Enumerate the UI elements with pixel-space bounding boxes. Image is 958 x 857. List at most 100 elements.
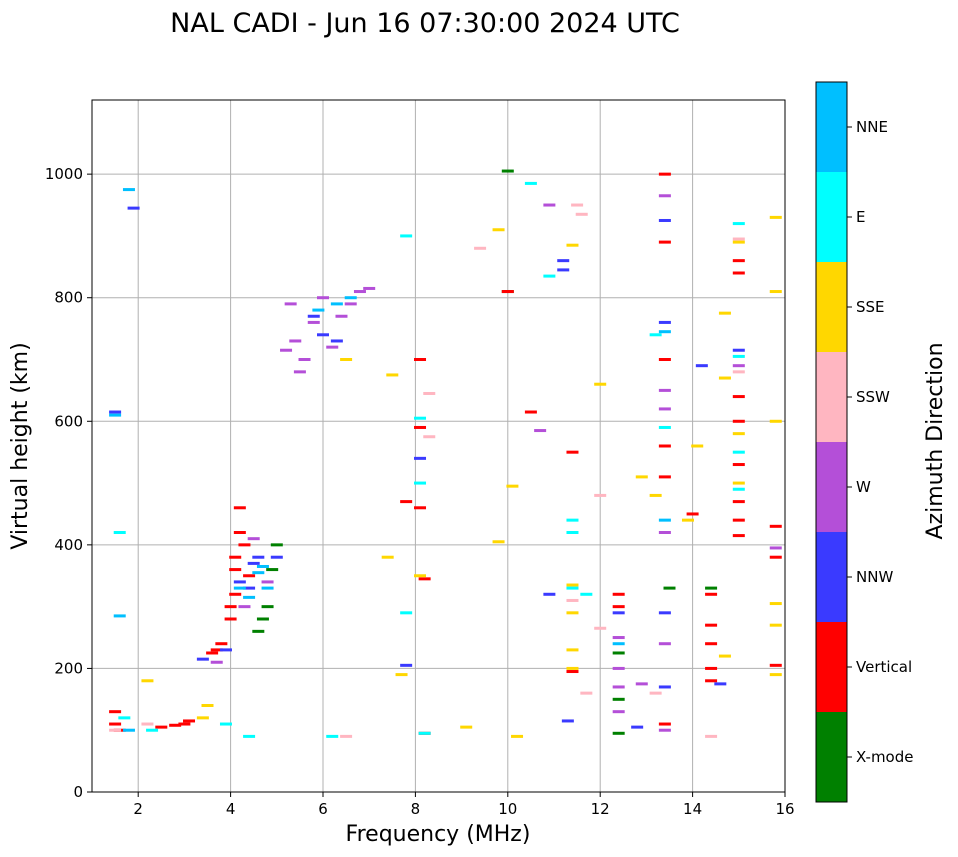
colorbar-segment <box>816 172 847 262</box>
data-points <box>109 169 782 738</box>
data-point-sse <box>340 358 353 361</box>
data-point-ssw <box>141 722 154 726</box>
data-point-x-mode <box>270 543 283 547</box>
data-point-vertical <box>658 722 671 726</box>
data-point-w <box>612 636 625 640</box>
data-point-nne <box>312 308 325 312</box>
data-point-vertical <box>233 506 246 510</box>
data-point-vertical <box>705 642 718 646</box>
data-point-e <box>566 586 579 590</box>
data-point-vertical <box>418 577 431 581</box>
data-point-e <box>326 734 339 738</box>
data-point-x-mode <box>612 697 625 701</box>
colorbar-frame <box>815 81 848 803</box>
data-point-vertical <box>769 524 782 528</box>
data-point-vertical <box>109 722 122 726</box>
data-point-vertical <box>400 500 413 504</box>
data-point-w <box>335 314 348 318</box>
data-point-vertical <box>705 623 718 627</box>
data-point-w <box>247 537 260 541</box>
data-point-nnw <box>307 314 320 318</box>
y-tick-label: 800 <box>54 289 83 307</box>
data-point-w <box>298 358 311 361</box>
data-point-nnw <box>732 348 745 352</box>
data-point-vertical <box>566 670 579 674</box>
data-point-w <box>612 685 625 689</box>
data-point-vertical <box>109 710 122 714</box>
data-point-sse <box>386 373 399 377</box>
data-point-ssw <box>580 691 593 695</box>
data-point-nnw <box>414 456 427 460</box>
data-point-w <box>769 546 782 550</box>
data-point-ssw <box>594 493 607 497</box>
x-tick-label: 8 <box>411 800 421 818</box>
data-point-sse <box>769 623 782 627</box>
data-point-w <box>543 203 556 207</box>
data-point-nnw <box>561 719 574 723</box>
data-point-x-mode <box>663 586 676 590</box>
data-point-sse <box>681 518 694 522</box>
data-point-sse <box>492 228 505 232</box>
data-point-w <box>612 710 625 714</box>
data-point-vertical <box>206 651 219 655</box>
colorbar-tick-label: Vertical <box>856 658 912 676</box>
data-point-sse <box>566 583 579 587</box>
data-point-w <box>280 348 293 352</box>
data-point-w <box>658 407 671 411</box>
data-point-vertical <box>732 463 745 467</box>
colorbar-tick-label: X-mode <box>856 748 913 766</box>
data-point-sse <box>566 666 579 670</box>
data-point-nnw <box>714 682 727 686</box>
data-point-vertical <box>686 512 699 516</box>
data-point-nne <box>330 302 343 306</box>
data-point-w <box>658 728 671 732</box>
data-point-nnw <box>557 268 570 272</box>
data-point-sse <box>460 725 473 729</box>
data-point-e <box>732 222 745 226</box>
colorbar-tick-label: W <box>856 478 871 496</box>
data-point-nnw <box>400 663 413 667</box>
data-point-sse <box>769 290 782 294</box>
data-point-w <box>635 682 648 686</box>
data-point-vertical <box>658 172 671 176</box>
colorbar-tick-label: NNW <box>856 568 893 586</box>
data-point-vertical <box>210 648 223 652</box>
data-point-w <box>238 605 251 609</box>
data-point-vertical <box>732 500 745 504</box>
data-point-e <box>414 416 427 420</box>
data-point-vertical <box>169 723 182 727</box>
colorbar-segment <box>816 442 847 532</box>
data-point-nnw <box>658 218 671 222</box>
data-point-sse <box>506 484 519 488</box>
data-point-x-mode <box>266 568 279 572</box>
data-point-nnw <box>330 339 343 343</box>
data-point-nnw <box>270 555 283 559</box>
y-tick-label: 600 <box>54 412 83 430</box>
data-point-nne <box>122 188 135 192</box>
data-point-w <box>289 339 302 343</box>
data-point-x-mode <box>612 731 625 735</box>
data-point-vertical <box>732 259 745 263</box>
data-point-sse <box>769 602 782 606</box>
data-point-vertical <box>155 725 168 729</box>
y-tick-label: 400 <box>54 536 83 554</box>
data-point-nnw <box>695 364 708 368</box>
data-point-nnw <box>247 561 260 565</box>
data-point-x-mode <box>501 169 514 173</box>
data-point-ssw <box>732 370 745 374</box>
data-point-nnw <box>196 657 209 661</box>
data-point-e <box>732 487 745 491</box>
data-point-vertical <box>732 419 745 423</box>
data-point-vertical <box>705 679 718 683</box>
data-point-sse <box>566 243 579 247</box>
data-point-vertical <box>658 444 671 448</box>
data-point-vertical <box>612 605 625 609</box>
data-point-sse <box>718 311 731 315</box>
data-point-x-mode <box>261 605 274 609</box>
colorbar-segment <box>816 622 847 712</box>
data-point-e <box>566 518 579 522</box>
data-point-w <box>534 429 547 433</box>
y-axis-label: Virtual height (km) <box>8 342 33 549</box>
data-point-w <box>307 320 320 324</box>
data-point-sse <box>732 481 745 485</box>
